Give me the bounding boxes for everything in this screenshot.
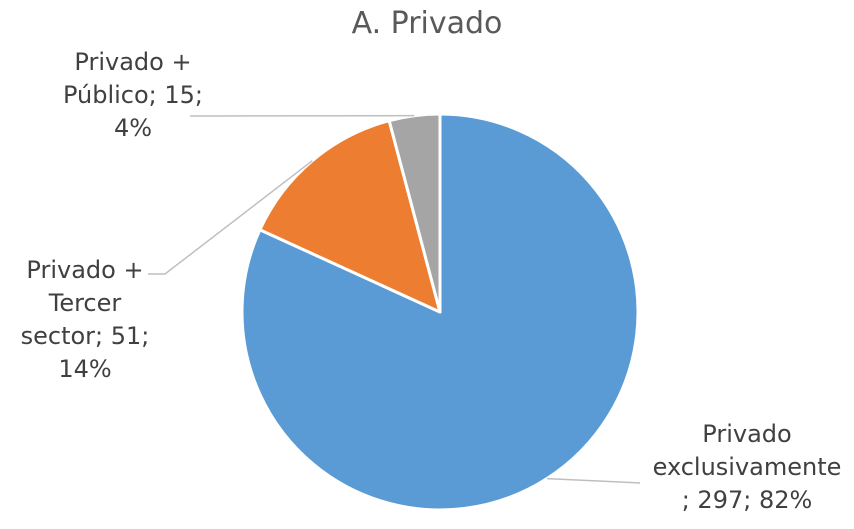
data-label-privado-tercer-sector: Privado + Tercer sector; 51; 14% xyxy=(0,254,170,386)
data-label-line: Tercer xyxy=(48,289,122,317)
chart-title: A. Privado xyxy=(351,6,503,41)
data-label-line: Privado xyxy=(702,420,792,448)
leader-line-0 xyxy=(547,477,641,484)
data-label-line: sector; 51; xyxy=(20,322,150,350)
pie-slice-privado-tercer-sector xyxy=(258,119,442,314)
data-label-line: exclusivamente xyxy=(652,453,842,481)
data-label-privado-publico: Privado + Público; 15; 4% xyxy=(38,46,228,145)
data-label-line: Público; 15; xyxy=(62,81,204,109)
pie-slice-privado-p-blico xyxy=(387,112,442,314)
data-label-line: 4% xyxy=(113,114,153,142)
data-label-privado-exclusivamente: Privado exclusivamente ; 297; 82% xyxy=(640,418,854,517)
data-label-line: ; 297; 82% xyxy=(681,486,813,514)
data-label-line: Privado + xyxy=(74,48,192,76)
data-label-line: 14% xyxy=(58,355,112,383)
leader-line-1 xyxy=(148,160,313,275)
data-label-line: Privado + xyxy=(26,256,144,284)
